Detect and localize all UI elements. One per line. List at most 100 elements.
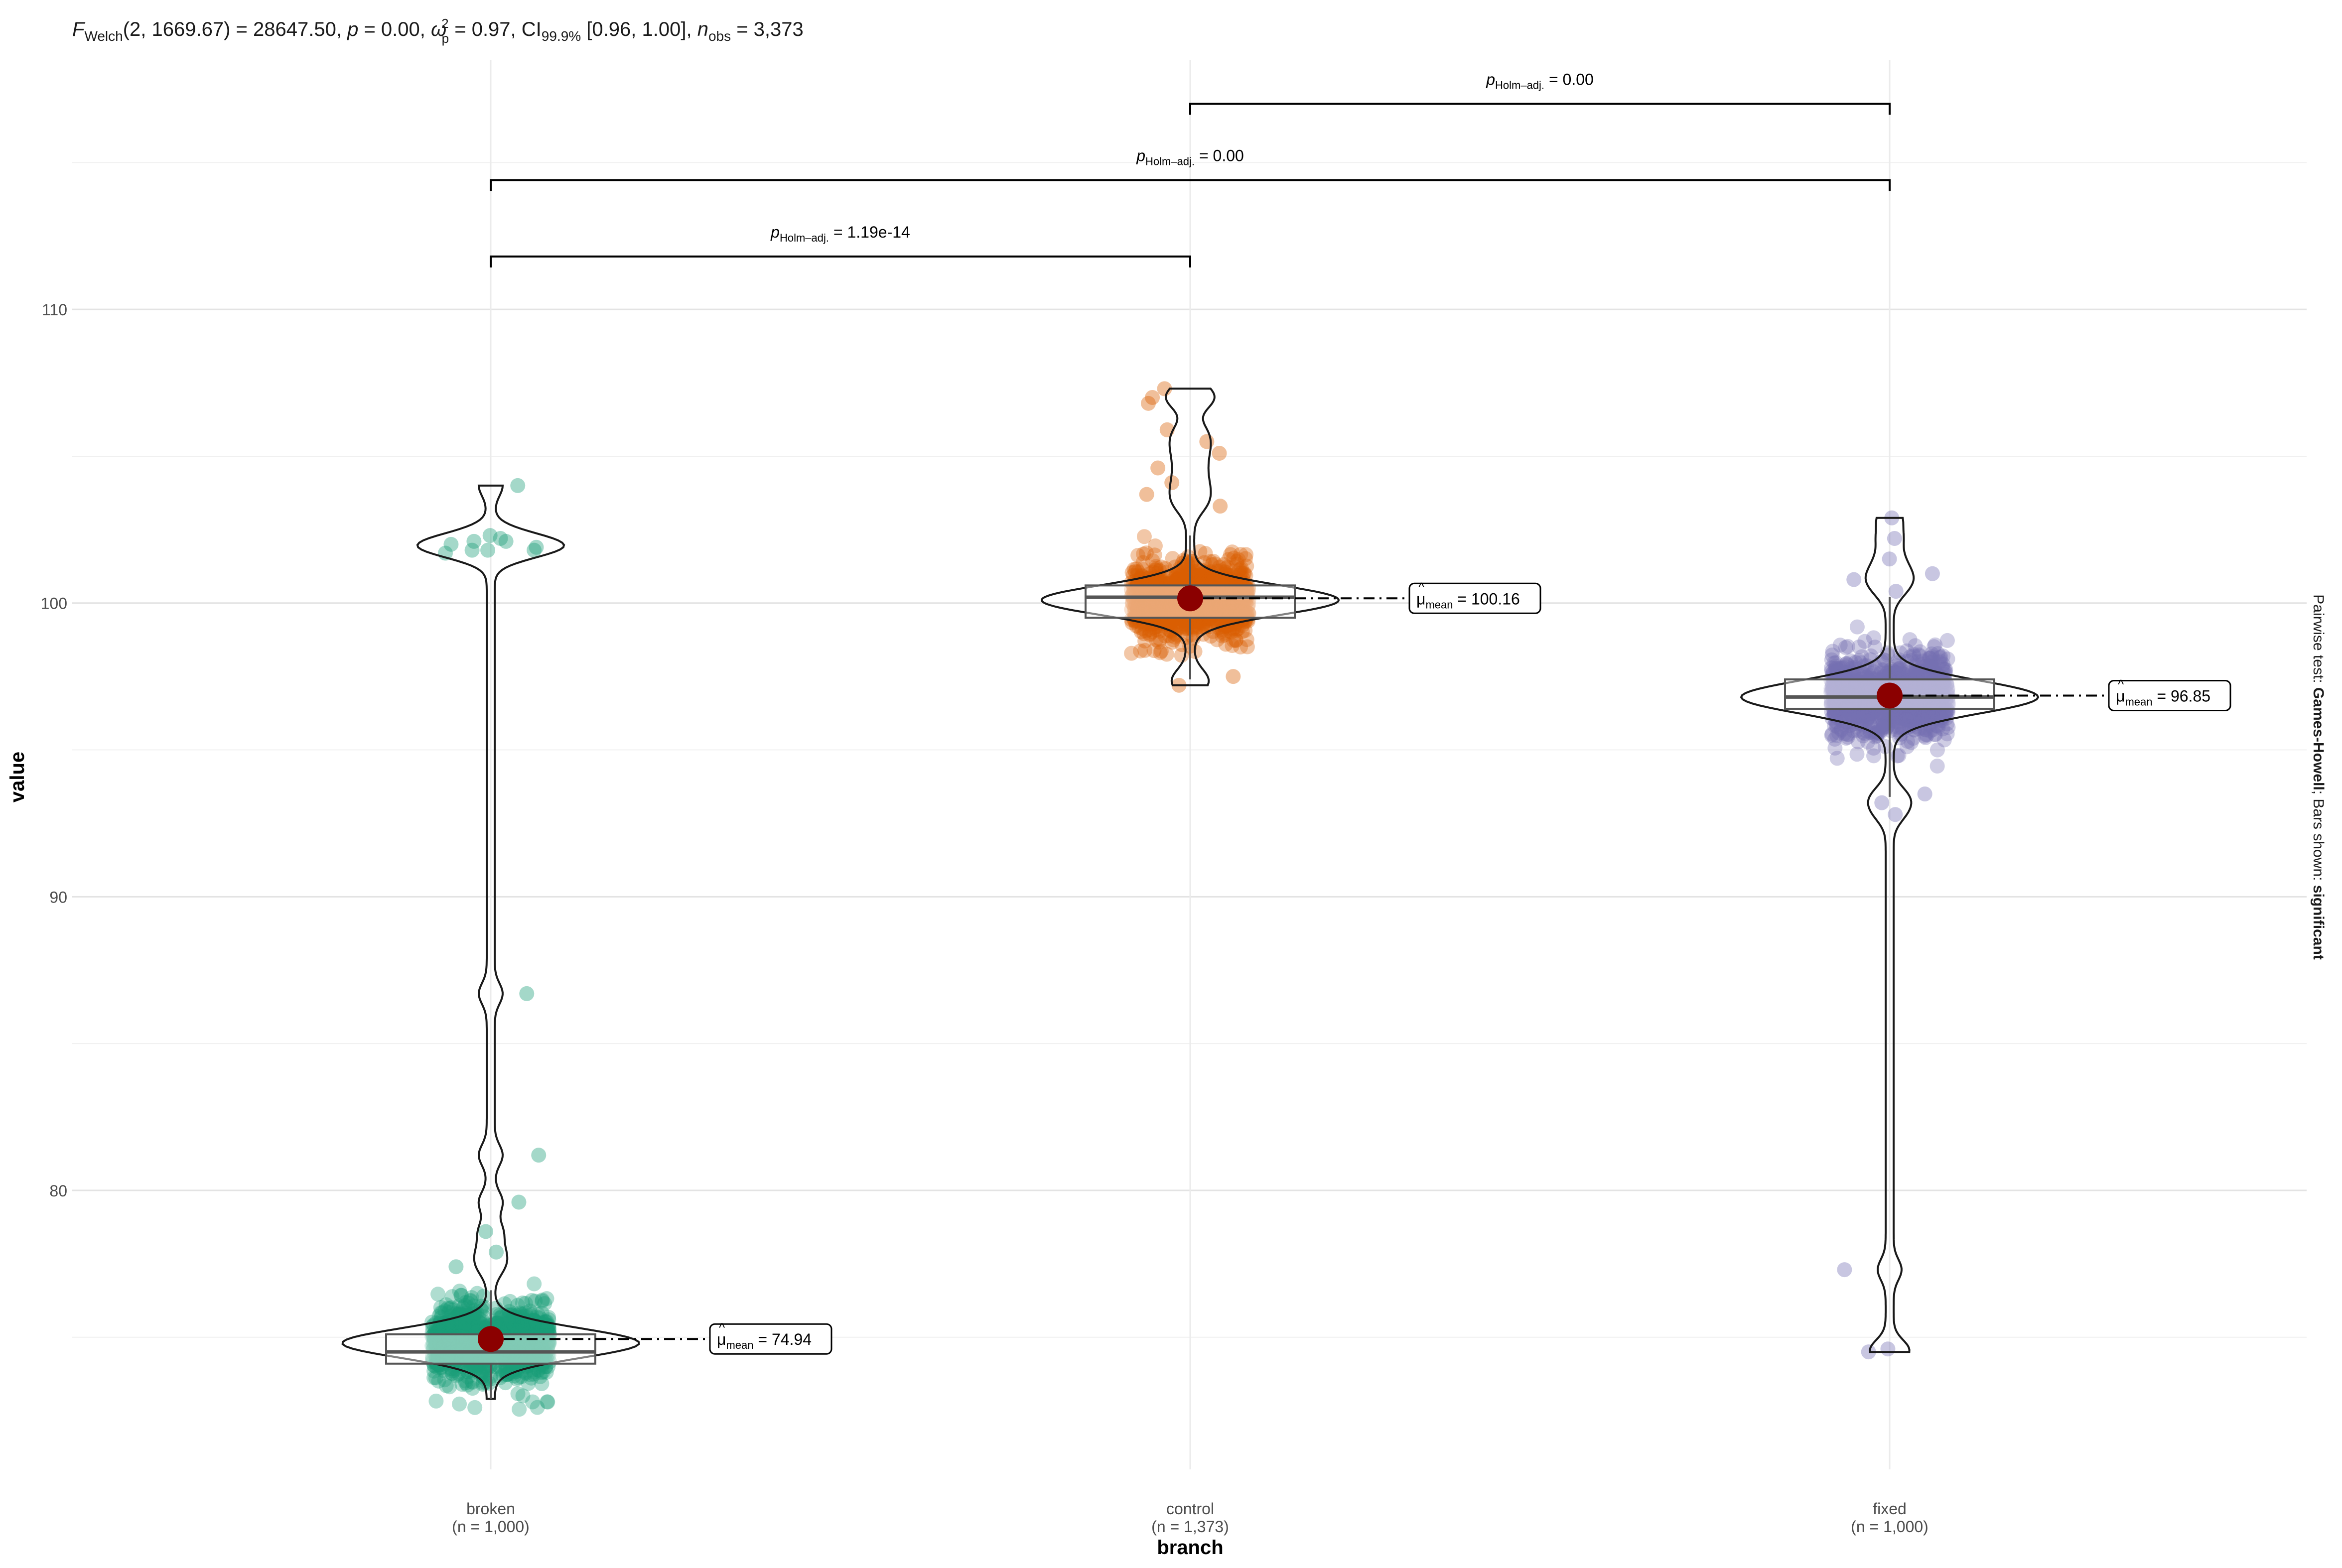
data-point xyxy=(459,1334,474,1350)
data-point xyxy=(1160,583,1175,598)
data-point xyxy=(499,1358,514,1374)
data-point xyxy=(467,1400,483,1415)
data-point xyxy=(537,1296,552,1311)
data-point xyxy=(449,1350,465,1366)
data-point xyxy=(1211,601,1227,617)
data-point-outlier xyxy=(1226,669,1241,684)
data-point-outlier xyxy=(1212,446,1227,461)
data-point xyxy=(515,1334,530,1349)
data-point xyxy=(513,1315,529,1330)
data-point xyxy=(1238,623,1253,638)
data-point xyxy=(1184,609,1199,624)
data-point xyxy=(540,1394,555,1410)
data-point xyxy=(438,1378,454,1393)
data-point xyxy=(1156,603,1171,619)
data-point xyxy=(1149,595,1165,611)
data-point xyxy=(517,1338,532,1354)
data-point xyxy=(515,1337,531,1353)
data-point xyxy=(430,1287,446,1302)
data-point xyxy=(540,1321,555,1337)
x-tick-label-control: control xyxy=(1166,1500,1214,1518)
data-point xyxy=(533,1338,548,1353)
data-point xyxy=(462,1294,478,1309)
data-point xyxy=(459,1336,475,1351)
data-point xyxy=(1144,584,1160,599)
data-point xyxy=(511,1337,526,1353)
data-point xyxy=(506,1317,522,1333)
data-point xyxy=(1212,595,1228,611)
data-point xyxy=(452,1284,467,1299)
data-point xyxy=(451,1298,467,1313)
data-point-outlier xyxy=(1888,584,1904,599)
data-point xyxy=(1929,742,1945,758)
data-point xyxy=(437,1303,453,1318)
data-point xyxy=(1184,555,1199,571)
data-point xyxy=(538,1320,553,1335)
data-point xyxy=(444,1361,459,1377)
category-fixed: μmean = 96.85^fixed(n = 1,000) xyxy=(1740,510,2231,1536)
data-point xyxy=(1226,598,1241,614)
data-point xyxy=(447,1354,463,1369)
data-point xyxy=(454,1329,469,1344)
data-point xyxy=(506,1318,522,1334)
data-point xyxy=(518,1338,534,1354)
data-point xyxy=(475,1313,491,1329)
data-point xyxy=(1150,608,1165,624)
data-point xyxy=(1157,608,1173,624)
data-point xyxy=(493,1370,508,1385)
data-point-outlier xyxy=(529,539,544,555)
data-point xyxy=(1158,583,1174,599)
data-point xyxy=(518,1333,533,1349)
data-point xyxy=(506,1368,522,1384)
data-point xyxy=(1912,649,1927,664)
data-point xyxy=(428,1393,444,1409)
data-point xyxy=(1166,601,1182,617)
data-point xyxy=(1240,639,1255,654)
data-point xyxy=(1216,591,1231,607)
data-point xyxy=(474,1303,490,1318)
mean-label-hat: ^ xyxy=(1418,579,1425,594)
data-point xyxy=(1150,617,1165,633)
data-point xyxy=(1174,648,1189,663)
data-point xyxy=(500,1321,515,1337)
data-point xyxy=(1223,547,1238,562)
data-point xyxy=(530,1400,545,1415)
data-point xyxy=(534,1376,550,1391)
data-point xyxy=(455,1334,470,1349)
data-point xyxy=(1129,603,1145,619)
data-point xyxy=(1136,546,1151,562)
caption: Pairwise test: Games-Howell; Bars shown:… xyxy=(2310,594,2327,960)
data-point-outlier xyxy=(464,542,480,558)
x-axis-title: branch xyxy=(1157,1537,1223,1559)
data-point xyxy=(528,1314,544,1329)
data-point xyxy=(476,1309,491,1324)
data-point xyxy=(464,1325,480,1340)
mean-point-fixed xyxy=(1877,682,1903,709)
data-point xyxy=(517,1334,532,1349)
data-point xyxy=(446,1302,461,1317)
data-point xyxy=(1228,580,1243,595)
data-point xyxy=(443,1322,459,1337)
category-groups: μmean = 74.94^broken(n = 1,000)μmean = 1… xyxy=(341,381,2231,1536)
data-point xyxy=(1224,600,1239,615)
data-point xyxy=(527,1332,542,1348)
data-point xyxy=(448,1353,464,1369)
data-point xyxy=(1141,603,1157,618)
data-point xyxy=(1146,643,1162,658)
data-point xyxy=(464,1328,480,1343)
data-point xyxy=(518,1350,534,1366)
data-point xyxy=(527,1276,542,1292)
data-point xyxy=(442,1301,458,1316)
data-point xyxy=(424,1324,440,1340)
data-point xyxy=(427,1324,443,1339)
data-point xyxy=(469,1305,484,1320)
comparison-bracket xyxy=(1189,103,1891,115)
data-point xyxy=(494,1308,510,1324)
data-point xyxy=(455,1325,471,1340)
data-point xyxy=(467,1319,483,1334)
data-point xyxy=(492,1310,508,1325)
data-point xyxy=(439,1335,454,1351)
data-point xyxy=(469,1354,484,1370)
data-point xyxy=(443,1324,459,1340)
data-point xyxy=(528,1294,543,1309)
